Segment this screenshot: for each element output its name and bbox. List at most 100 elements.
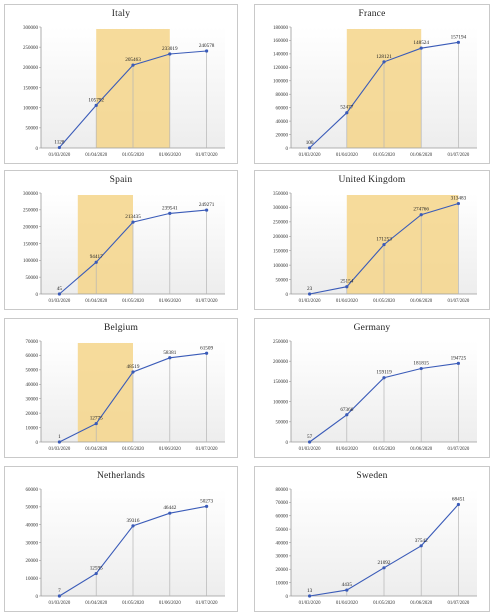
data-label: 39316: [127, 518, 140, 524]
x-tick-label: 01/04/2020: [336, 447, 358, 452]
data-label: 48519: [127, 364, 140, 370]
x-tick-label: 01/04/2020: [336, 153, 358, 158]
data-point: [419, 213, 423, 217]
y-tick-label: 60000: [26, 354, 39, 359]
x-tick-label: 01/03/2020: [299, 153, 321, 158]
data-label: 100: [306, 140, 314, 146]
data-label: 313483: [451, 196, 467, 202]
x-tick-label: 01/04/2020: [85, 601, 107, 606]
y-tick-label: 300000: [273, 206, 289, 211]
chart-svg: 0 50000 100000 150000 200000 250000 300000 01/0…: [23, 26, 225, 158]
data-label: 213435: [125, 214, 141, 220]
data-point: [131, 524, 135, 528]
y-tick-label: 200000: [23, 225, 39, 230]
y-tick-label: 80000: [276, 488, 289, 493]
x-tick-label: 01/04/2020: [85, 153, 107, 158]
chart-title: France: [358, 9, 386, 19]
data-label: 205463: [125, 57, 141, 63]
x-tick-label: 01/04/2020: [336, 601, 358, 606]
chart-title: Belgium: [103, 323, 139, 333]
data-point: [382, 60, 386, 64]
data-label: 7: [58, 588, 61, 594]
data-label: 13: [307, 588, 313, 594]
data-point: [57, 440, 62, 444]
y-tick-label: 250000: [273, 221, 289, 226]
x-tick-label: 01/05/2020: [373, 447, 395, 452]
data-point: [57, 145, 62, 150]
x-tick-label: 01/03/2020: [48, 153, 70, 158]
data-point: [94, 103, 98, 107]
x-tick-label: 01/06/2020: [159, 153, 181, 158]
x-tick-label: 01/05/2020: [122, 153, 144, 158]
data-point: [57, 594, 62, 598]
y-tick-label: 60000: [276, 106, 289, 111]
y-tick-label: 40000: [276, 541, 289, 546]
data-point: [456, 40, 460, 44]
data-point: [382, 242, 386, 247]
y-tick-label: 20000: [26, 559, 39, 564]
data-label: 45: [57, 286, 63, 292]
chart-panel-belgium: 0 10000 20000 30000 40000 50000 60000 70000 01/0…: [4, 318, 238, 458]
chart-svg: 0 10000 20000 30000 40000 50000 60000 01/03/202…: [26, 488, 225, 606]
x-tick-label: 01/05/2020: [373, 299, 395, 304]
y-tick-label: 50000: [276, 278, 289, 283]
chart-title: Germany: [353, 323, 391, 333]
chart-panel-netherlands: 0 10000 20000 30000 40000 50000 60000 01/03/202…: [4, 466, 238, 612]
x-tick-label: 01/03/2020: [48, 299, 70, 304]
y-tick-label: 100000: [23, 106, 39, 111]
y-tick-label: 10000: [276, 581, 289, 586]
y-tick-label: 150000: [273, 380, 289, 385]
data-label: 50273: [200, 498, 213, 504]
y-tick-label: 50000: [26, 369, 39, 374]
x-tick-label: 01/03/2020: [48, 601, 70, 606]
data-point: [456, 502, 460, 507]
y-tick-label: 250000: [273, 340, 289, 345]
x-tick-label: 01/07/2020: [447, 601, 469, 606]
y-tick-label: 0: [36, 147, 39, 152]
y-tick-label: 40000: [26, 523, 39, 528]
y-tick-label: 200000: [273, 235, 289, 240]
data-label: 4435: [342, 582, 353, 588]
chart-svg: 0 50000 100000 150000 200000 250000 01/03/2020…: [273, 340, 477, 452]
data-point: [168, 511, 172, 515]
data-label: 1: [58, 434, 61, 440]
y-tick-label: 0: [286, 147, 289, 152]
data-label: 105792: [88, 97, 104, 103]
y-tick-label: 50000: [26, 506, 39, 511]
chart-panel-france: 0 20000 40000 60000 80000 100000 120000 140000 1…: [254, 4, 490, 164]
y-tick-label: 50000: [276, 421, 289, 426]
y-tick-label: 200000: [273, 360, 289, 365]
y-tick-label: 30000: [276, 555, 289, 560]
x-tick-label: 01/06/2020: [410, 601, 432, 606]
x-tick-label: 01/03/2020: [299, 299, 321, 304]
data-point: [419, 46, 423, 50]
data-label: 233019: [162, 46, 178, 52]
x-tick-label: 01/06/2020: [159, 299, 181, 304]
data-point: [308, 146, 312, 150]
x-tick-label: 01/05/2020: [122, 601, 144, 606]
y-tick-label: 160000: [273, 39, 289, 44]
data-point: [345, 413, 349, 417]
y-tick-label: 0: [36, 293, 39, 298]
x-tick-label: 01/05/2020: [122, 299, 144, 304]
data-label: 194725: [451, 355, 467, 361]
x-tick-label: 01/07/2020: [196, 447, 218, 452]
data-point: [308, 292, 312, 296]
data-point: [345, 285, 349, 289]
data-point: [456, 201, 460, 206]
x-tick-label: 01/04/2020: [85, 299, 107, 304]
data-point: [308, 594, 312, 598]
data-label: 61509: [200, 345, 213, 351]
x-tick-label: 01/07/2020: [196, 153, 218, 158]
x-tick-label: 01/06/2020: [159, 447, 181, 452]
data-label: 12775: [90, 416, 103, 422]
highlight-band: [77, 343, 133, 442]
x-tick-label: 01/04/2020: [336, 299, 358, 304]
data-label: 94417: [90, 254, 103, 260]
data-label: 58381: [163, 350, 176, 356]
chart-panel-sweden: 0 10000 20000 30000 40000 50000 60000 70000 8000…: [254, 466, 490, 612]
chart-title: Netherlands: [96, 471, 146, 481]
data-label: 67366: [340, 407, 353, 413]
y-tick-label: 70000: [26, 340, 39, 345]
y-tick-label: 150000: [23, 242, 39, 247]
